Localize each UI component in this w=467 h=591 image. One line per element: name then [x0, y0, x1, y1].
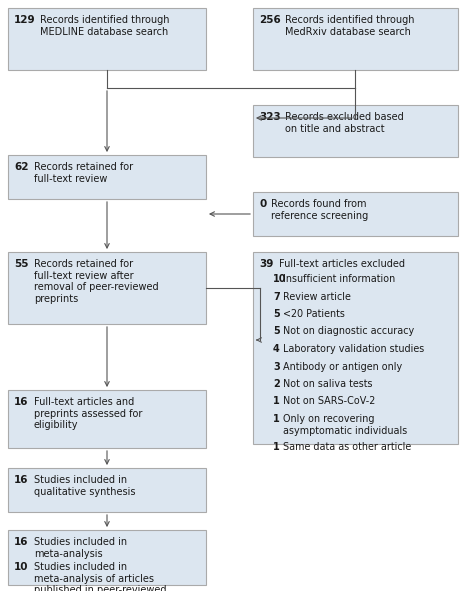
- Text: <20 Patients: <20 Patients: [283, 309, 345, 319]
- Text: 256: 256: [259, 15, 281, 25]
- Bar: [8, 530, 206, 585]
- Text: Not on diagnostic accuracy: Not on diagnostic accuracy: [283, 326, 414, 336]
- Text: 0: 0: [259, 199, 266, 209]
- Bar: [8, 155, 206, 199]
- Text: Not on saliva tests: Not on saliva tests: [283, 379, 373, 389]
- Bar: [253, 192, 458, 236]
- Text: 5: 5: [273, 309, 280, 319]
- Text: Records retained for
full-text review after
removal of peer-reviewed
preprints: Records retained for full-text review af…: [34, 259, 159, 304]
- Text: Antibody or antigen only: Antibody or antigen only: [283, 362, 402, 372]
- Text: Insufficient information: Insufficient information: [283, 274, 395, 284]
- Bar: [8, 390, 206, 448]
- Text: 1: 1: [273, 441, 280, 452]
- Text: Records excluded based
on title and abstract: Records excluded based on title and abst…: [285, 112, 404, 134]
- Text: 10: 10: [14, 562, 28, 572]
- Text: 5: 5: [273, 326, 280, 336]
- Text: Records retained for
full-text review: Records retained for full-text review: [34, 162, 133, 184]
- Text: Full-text articles and
preprints assessed for
eligibility: Full-text articles and preprints assesse…: [34, 397, 142, 430]
- Text: 10: 10: [273, 274, 286, 284]
- Text: Records found from
reference screening: Records found from reference screening: [271, 199, 368, 220]
- Text: Laboratory validation studies: Laboratory validation studies: [283, 344, 424, 354]
- Text: Full-text articles excluded: Full-text articles excluded: [279, 259, 405, 269]
- Text: Studies included in
qualitative synthesis: Studies included in qualitative synthesi…: [34, 475, 135, 496]
- Text: 16: 16: [14, 397, 28, 407]
- Text: 2: 2: [273, 379, 280, 389]
- Text: Only on recovering
asymptomatic individuals: Only on recovering asymptomatic individu…: [283, 414, 407, 436]
- Text: 4: 4: [273, 344, 280, 354]
- Text: Same data as other article: Same data as other article: [283, 441, 411, 452]
- Bar: [8, 8, 206, 70]
- Text: Review article: Review article: [283, 291, 351, 301]
- Text: 16: 16: [14, 537, 28, 547]
- Text: 7: 7: [273, 291, 280, 301]
- Text: 16: 16: [14, 475, 28, 485]
- Text: 1: 1: [273, 414, 280, 424]
- Text: 129: 129: [14, 15, 35, 25]
- Text: Studies included in
meta-analysis: Studies included in meta-analysis: [34, 537, 127, 558]
- Text: 323: 323: [259, 112, 281, 122]
- Bar: [253, 8, 458, 70]
- Bar: [253, 105, 458, 157]
- Text: Records identified through
MEDLINE database search: Records identified through MEDLINE datab…: [40, 15, 170, 37]
- Text: Records identified through
MedRxiv database search: Records identified through MedRxiv datab…: [285, 15, 415, 37]
- Text: 39: 39: [259, 259, 273, 269]
- Text: 55: 55: [14, 259, 28, 269]
- Bar: [8, 252, 206, 324]
- Text: 3: 3: [273, 362, 280, 372]
- Text: 1: 1: [273, 397, 280, 407]
- Bar: [253, 252, 458, 444]
- Text: 62: 62: [14, 162, 28, 172]
- Text: Not on SARS-CoV-2: Not on SARS-CoV-2: [283, 397, 375, 407]
- Text: Studies included in
meta-analysis of articles
published in peer-reviewed
journal: Studies included in meta-analysis of art…: [34, 562, 167, 591]
- Bar: [8, 468, 206, 512]
